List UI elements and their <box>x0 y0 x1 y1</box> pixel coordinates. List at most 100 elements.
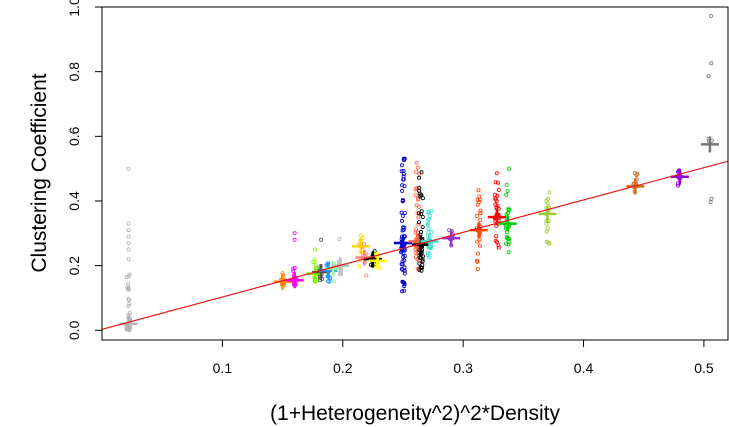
data-point <box>402 288 407 293</box>
data-point <box>313 247 318 252</box>
data-point <box>413 227 418 232</box>
data-point <box>496 245 501 250</box>
regression-line <box>101 160 729 330</box>
data-point <box>547 241 552 246</box>
y-tick-label: 0.4 <box>66 191 82 211</box>
data-point <box>475 259 480 264</box>
data-point <box>399 218 404 223</box>
data-point <box>505 188 510 193</box>
data-point <box>417 204 422 209</box>
data-point <box>420 214 425 219</box>
data-point <box>477 197 482 202</box>
data-point <box>292 237 297 242</box>
data-point <box>414 250 419 255</box>
points-layer <box>124 13 714 333</box>
data-point <box>416 222 421 227</box>
x-tick-label: 0.5 <box>694 360 714 376</box>
data-point <box>506 250 511 255</box>
data-point <box>493 180 498 185</box>
y-tick-label: 1.0 <box>66 0 82 17</box>
data-point <box>126 240 131 245</box>
data-point <box>706 74 711 79</box>
data-point <box>337 237 342 242</box>
data-point <box>418 229 423 234</box>
data-point <box>475 266 480 271</box>
data-point <box>475 197 480 202</box>
data-point <box>126 247 131 252</box>
data-point <box>708 200 713 205</box>
x-axis-title: (1+Heterogeneity^2)^2*Density <box>270 402 560 425</box>
data-point <box>126 234 131 239</box>
data-point <box>319 237 324 242</box>
data-point <box>127 297 132 302</box>
data-point <box>126 303 131 308</box>
data-point <box>402 225 407 230</box>
data-point <box>419 209 424 214</box>
data-point <box>124 275 129 280</box>
data-point <box>477 237 482 242</box>
data-point <box>427 216 432 221</box>
data-point <box>401 213 406 218</box>
data-point <box>332 279 337 284</box>
data-point <box>400 267 405 272</box>
y-tick-label: 0.0 <box>66 320 82 340</box>
data-point <box>401 168 406 173</box>
data-point <box>402 265 407 270</box>
data-point <box>400 183 405 188</box>
data-point <box>426 226 431 231</box>
data-point <box>400 289 405 294</box>
data-point <box>126 274 131 279</box>
data-point <box>312 257 317 262</box>
data-point <box>414 186 419 191</box>
data-point <box>506 166 511 171</box>
data-point <box>419 211 424 216</box>
data-point <box>399 210 404 215</box>
data-point <box>478 210 483 215</box>
data-point <box>399 250 404 255</box>
data-point <box>292 231 297 236</box>
data-point <box>634 173 639 178</box>
data-point <box>495 180 500 185</box>
data-point <box>506 242 511 247</box>
data-point <box>475 202 480 207</box>
data-point <box>127 311 132 316</box>
data-point <box>126 228 131 233</box>
y-tick-label: 0.2 <box>66 256 82 276</box>
data-point <box>477 243 482 248</box>
data-point <box>417 211 422 216</box>
data-point <box>126 221 131 226</box>
data-point <box>544 229 549 234</box>
data-point <box>419 170 424 175</box>
data-point <box>709 13 714 18</box>
data-point <box>420 196 425 201</box>
y-tick-label: 0.6 <box>66 126 82 146</box>
data-point <box>494 171 499 176</box>
y-tick-label: 0.8 <box>66 62 82 82</box>
x-tick-label: 0.2 <box>333 360 353 376</box>
data-point <box>401 177 406 182</box>
data-point <box>400 188 405 193</box>
data-point <box>420 225 425 230</box>
data-point <box>709 196 714 201</box>
data-point <box>415 165 420 170</box>
data-point <box>418 194 423 199</box>
plot-frame <box>101 6 729 341</box>
data-point <box>402 184 407 189</box>
data-point <box>427 213 432 218</box>
data-point <box>504 192 509 197</box>
data-point <box>493 196 498 201</box>
data-point <box>475 239 480 244</box>
data-point <box>429 208 434 213</box>
data-point <box>401 156 406 161</box>
data-point <box>494 234 499 239</box>
data-point <box>402 284 407 289</box>
data-point <box>506 207 511 212</box>
data-point <box>126 297 131 302</box>
data-point <box>419 255 424 260</box>
y-axis: 0.0 0.2 0.4 0.6 0.8 1.0 <box>66 0 102 340</box>
data-point <box>415 197 420 202</box>
data-point <box>493 238 498 243</box>
data-point <box>417 188 422 193</box>
